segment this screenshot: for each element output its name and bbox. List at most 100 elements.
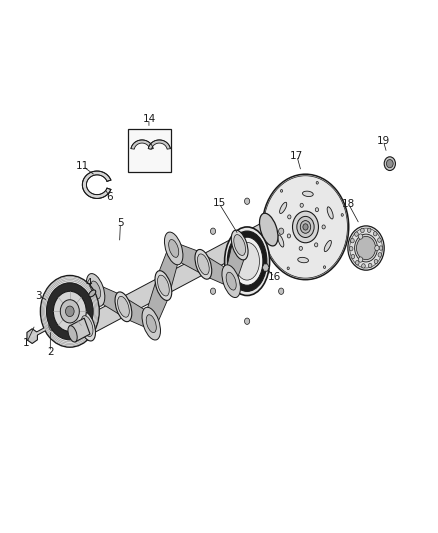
Text: 6: 6 — [107, 192, 113, 202]
Circle shape — [322, 225, 325, 229]
Ellipse shape — [259, 213, 278, 246]
Circle shape — [293, 211, 318, 243]
Circle shape — [355, 232, 358, 236]
Polygon shape — [159, 241, 178, 298]
Circle shape — [373, 231, 377, 236]
Ellipse shape — [91, 281, 101, 299]
Circle shape — [358, 234, 363, 239]
Circle shape — [244, 198, 250, 204]
Ellipse shape — [279, 203, 287, 214]
Circle shape — [40, 276, 99, 347]
Ellipse shape — [227, 231, 267, 292]
Circle shape — [210, 228, 215, 235]
Circle shape — [244, 318, 250, 325]
Text: 18: 18 — [342, 199, 355, 209]
Ellipse shape — [235, 243, 259, 280]
Ellipse shape — [117, 296, 129, 317]
Circle shape — [297, 216, 314, 238]
Polygon shape — [262, 264, 269, 271]
Circle shape — [300, 203, 304, 207]
Ellipse shape — [46, 320, 56, 335]
Text: 11: 11 — [76, 161, 89, 171]
Circle shape — [267, 230, 269, 233]
Bar — [128, 130, 171, 172]
Circle shape — [356, 261, 359, 265]
Polygon shape — [27, 329, 37, 343]
Ellipse shape — [198, 254, 209, 274]
Text: 15: 15 — [212, 198, 226, 208]
Circle shape — [287, 267, 289, 270]
Text: 4: 4 — [85, 278, 92, 288]
Polygon shape — [82, 282, 100, 339]
Ellipse shape — [324, 240, 332, 252]
Circle shape — [314, 243, 318, 247]
Polygon shape — [148, 140, 170, 149]
Ellipse shape — [327, 207, 333, 219]
Circle shape — [386, 159, 393, 168]
Ellipse shape — [164, 232, 183, 265]
Circle shape — [303, 224, 308, 230]
Circle shape — [378, 238, 381, 243]
Ellipse shape — [234, 235, 246, 255]
Circle shape — [375, 245, 379, 251]
Circle shape — [46, 283, 93, 340]
Circle shape — [316, 181, 318, 184]
Circle shape — [357, 237, 375, 260]
Ellipse shape — [86, 273, 105, 306]
Ellipse shape — [225, 227, 270, 295]
Text: 14: 14 — [142, 114, 155, 124]
Ellipse shape — [231, 230, 248, 260]
Circle shape — [379, 246, 383, 251]
Circle shape — [315, 208, 318, 212]
Circle shape — [368, 263, 372, 268]
Polygon shape — [82, 171, 111, 198]
Circle shape — [360, 228, 364, 232]
Ellipse shape — [226, 272, 236, 290]
Polygon shape — [119, 294, 154, 331]
Ellipse shape — [195, 249, 212, 279]
Ellipse shape — [158, 275, 169, 296]
Circle shape — [374, 260, 378, 264]
Polygon shape — [171, 241, 208, 277]
Circle shape — [262, 174, 349, 280]
Polygon shape — [70, 318, 90, 342]
Ellipse shape — [142, 308, 160, 340]
Polygon shape — [93, 282, 128, 320]
Circle shape — [378, 253, 381, 257]
Circle shape — [60, 300, 79, 323]
Text: 16: 16 — [268, 272, 281, 282]
Circle shape — [358, 257, 363, 262]
Circle shape — [323, 266, 325, 269]
Circle shape — [279, 288, 284, 294]
Text: 19: 19 — [377, 136, 390, 146]
Ellipse shape — [146, 314, 156, 333]
Ellipse shape — [155, 271, 172, 301]
Text: 5: 5 — [117, 218, 124, 228]
Text: 2: 2 — [47, 347, 54, 357]
Polygon shape — [147, 272, 168, 331]
Circle shape — [367, 228, 371, 232]
Ellipse shape — [115, 292, 132, 322]
Circle shape — [348, 226, 384, 270]
Circle shape — [341, 214, 343, 216]
Circle shape — [351, 254, 355, 259]
Circle shape — [350, 246, 353, 251]
Circle shape — [279, 228, 284, 235]
Circle shape — [384, 157, 396, 171]
Ellipse shape — [231, 237, 263, 285]
Circle shape — [280, 190, 283, 192]
Circle shape — [288, 215, 291, 219]
Text: 17: 17 — [290, 151, 304, 161]
Circle shape — [287, 234, 290, 238]
Ellipse shape — [222, 265, 240, 297]
Text: 3: 3 — [35, 290, 42, 301]
Polygon shape — [131, 140, 153, 149]
Text: 1: 1 — [23, 338, 30, 348]
Circle shape — [300, 221, 311, 233]
Ellipse shape — [49, 324, 53, 331]
Ellipse shape — [89, 290, 96, 297]
Circle shape — [66, 306, 74, 317]
Circle shape — [210, 288, 215, 294]
Polygon shape — [84, 221, 272, 335]
Polygon shape — [198, 252, 234, 289]
